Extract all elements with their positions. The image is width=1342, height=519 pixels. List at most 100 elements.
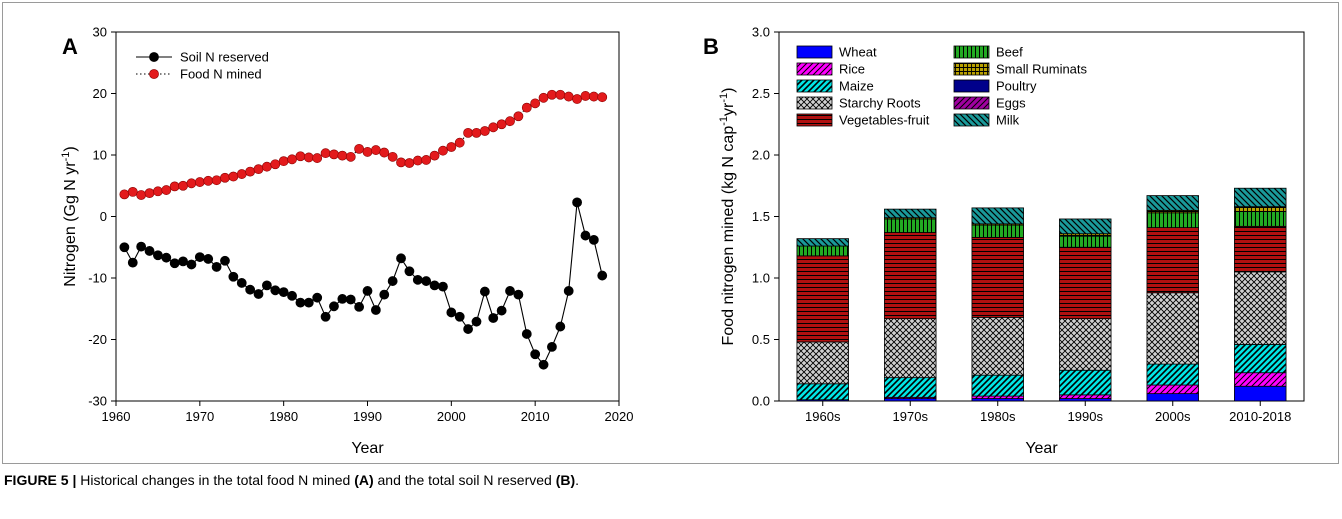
data-point-2-2017 (588, 91, 599, 102)
data-point-2-2000 (446, 142, 457, 152)
data-point-1-1987 (337, 294, 348, 304)
data-point-2-2018 (597, 92, 608, 103)
data-point-2-2013 (555, 89, 566, 100)
bar-segment-maize-2010-2018 (1234, 344, 1287, 374)
legend-swatch-eggs (953, 96, 990, 110)
data-point-2-1974 (228, 171, 239, 182)
data-point-2-1990 (362, 147, 373, 157)
data-point-2-1987 (337, 150, 348, 161)
legend-swatch-milk (953, 113, 990, 127)
data-point-2-2001 (454, 137, 465, 148)
legend-swatch-starchy-roots (796, 96, 833, 110)
x-tick-label-1960: 1960 (102, 409, 131, 424)
y-tick-label-b-0.0: 0.0 (752, 394, 770, 409)
bar-segment-milk-1970s (884, 208, 937, 219)
data-point-2-1991 (370, 145, 381, 155)
bar-segment-milk-1990s (1059, 218, 1112, 235)
data-point-1-2002 (463, 324, 473, 334)
data-point-1-1984 (312, 292, 323, 303)
data-point-1-2009 (521, 329, 532, 339)
data-point-1-1983 (303, 297, 314, 308)
data-point-2-1995 (404, 158, 415, 168)
bar-segment-rice-2010-2018 (1234, 372, 1287, 387)
data-point-2-1971 (203, 175, 214, 186)
data-point-1-1993 (387, 276, 398, 286)
data-point-2-2004 (479, 126, 490, 136)
data-point-2-1965 (153, 186, 163, 197)
bar-segment-beef-2010-2018 (1234, 211, 1287, 227)
data-point-1-1989 (354, 302, 365, 312)
data-point-1-1981 (287, 290, 297, 301)
bar-segment-rice-2000s (1146, 384, 1199, 395)
data-point-2-1989 (354, 143, 365, 154)
legend-label-wheat: Wheat (839, 45, 877, 60)
category-label-1990s: 1990s (1068, 409, 1104, 424)
data-point-2-1969 (186, 178, 197, 189)
data-point-2-1962 (127, 186, 138, 197)
data-point-2-2012 (547, 89, 557, 100)
figure-caption: FIGURE 5 | Historical changes in the tot… (4, 472, 1334, 488)
data-point-1-2008 (513, 289, 524, 300)
data-point-2-2009 (521, 102, 532, 113)
data-point-1-1965 (153, 250, 163, 261)
data-point-1-1999 (438, 281, 448, 292)
data-point-2-1968 (178, 180, 188, 191)
data-point-2-1983 (303, 152, 314, 163)
bar-segment-vegetables-fruit-2010-2018 (1234, 225, 1287, 273)
panel-b-y-axis-title: Food nitrogen mined (kg N cap-1yr-1) (718, 88, 737, 346)
legend-label-small-ruminats: Small Ruminats (996, 62, 1088, 77)
data-point-1-1972 (211, 262, 222, 272)
x-tick-label-2010: 2010 (521, 409, 550, 424)
data-point-2-2010 (530, 98, 541, 109)
legend-swatch-maize (796, 79, 833, 93)
legend-swatch-vegetables-fruit (796, 113, 833, 127)
y-tick-label-b-2.5: 2.5 (752, 86, 770, 101)
legend-swatch-wheat (796, 45, 833, 59)
data-point-1-1976 (245, 284, 256, 295)
bar-segment-milk-2010-2018 (1234, 187, 1287, 208)
bar-segment-beef-1960s (796, 245, 849, 257)
data-point-1-1988 (345, 294, 356, 305)
data-point-2-1978 (261, 161, 272, 172)
legend-label-poultry: Poultry (996, 79, 1037, 94)
data-point-1-2017 (588, 234, 599, 245)
data-point-2-1973 (220, 172, 230, 183)
y-tick-label--10: -10 (88, 271, 107, 286)
y-tick-label-b-2.0: 2.0 (752, 148, 770, 163)
data-point-1-1961 (119, 242, 130, 253)
bar-segment-maize-2000s (1146, 363, 1199, 386)
legend-swatch-small-ruminats (953, 62, 990, 76)
data-point-2-1981 (287, 154, 297, 165)
legend-swatch-beef (953, 45, 990, 59)
data-point-1-1979 (270, 285, 281, 296)
data-point-2-1976 (245, 166, 256, 177)
data-point-2-1961 (119, 189, 130, 200)
panel-a-letter: A (62, 34, 78, 59)
y-tick-label-30: 30 (93, 25, 107, 40)
bar-segment-vegetables-fruit-1970s (884, 232, 937, 319)
legend-label-beef: Beef (996, 45, 1023, 60)
data-point-1-1975 (236, 278, 247, 288)
data-point-1-1962 (127, 257, 138, 268)
data-point-1-1986 (329, 301, 339, 312)
bar-segment-starchy-roots-2010-2018 (1234, 271, 1287, 345)
data-point-1-2005 (488, 313, 499, 323)
data-point-2-2008 (513, 111, 524, 122)
bar-segment-vegetables-fruit-1980s (971, 237, 1024, 318)
figure-frame (2, 2, 1339, 464)
data-point-1-2006 (496, 305, 507, 316)
bar-segment-milk-1960s (796, 238, 849, 247)
bar-segment-beef-2000s (1146, 212, 1199, 228)
bar-segment-starchy-roots-1990s (1059, 318, 1112, 371)
data-point-1-1968 (178, 256, 188, 267)
data-point-2-2007 (505, 116, 515, 127)
y-tick-label-b-3.0: 3.0 (752, 25, 770, 40)
data-point-2-1980 (278, 156, 289, 167)
data-point-2-1967 (169, 181, 180, 192)
data-point-1-1973 (220, 255, 230, 266)
bar-segment-vegetables-fruit-1960s (796, 255, 849, 343)
panel-b-stacked-bar-chart: B 0.0 0.5 1.0 1.5 2.0 2.5 3.0 1960s 1970s 1980s 199… (703, 25, 1305, 457)
data-point-1-1991 (370, 305, 381, 315)
data-point-1-1992 (379, 289, 390, 300)
